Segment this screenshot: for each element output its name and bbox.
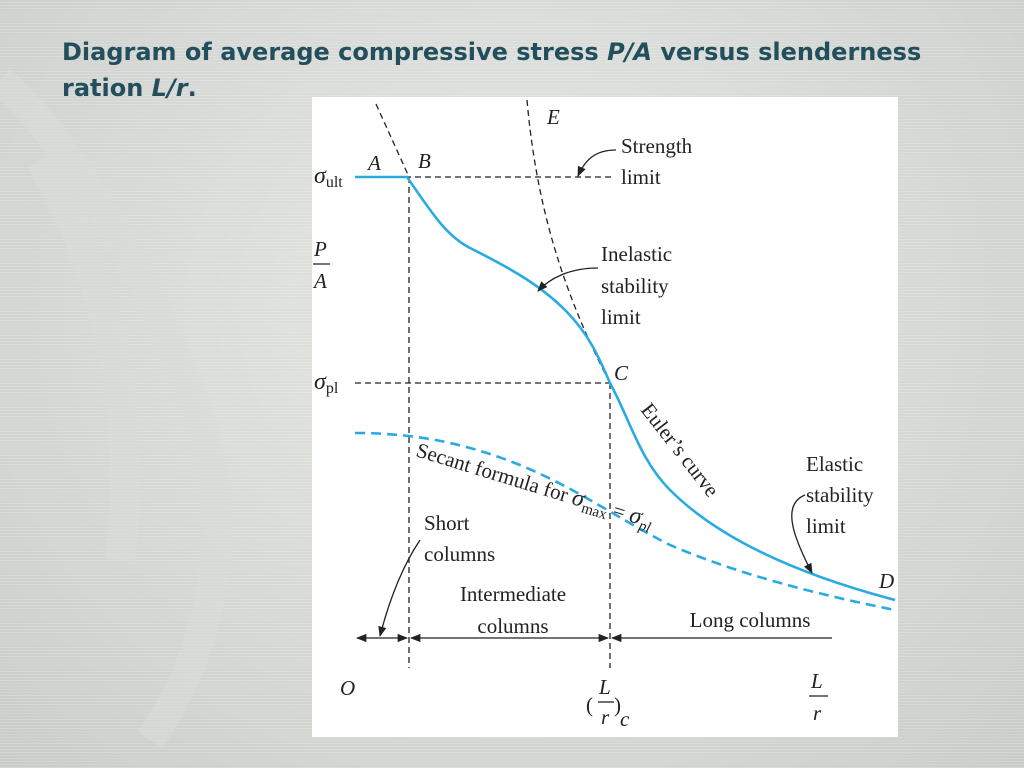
title-part: L/r [152,74,190,102]
point-label: B [418,149,431,173]
region-label: Long columns [690,608,811,632]
symbol: σ [314,163,327,189]
region-label: Short [424,511,470,535]
annotation: stability [806,483,874,507]
symbol: σ [314,369,327,395]
sigma-pl: σpl [314,369,339,397]
title-part: Diagram of average compressive stress [62,38,607,66]
subscript: max [579,500,609,523]
y-label-num: P [313,237,327,261]
origin: O [340,676,355,700]
sigma-ult: σult [314,163,343,191]
point-label: C [614,361,629,385]
region-label: columns [424,542,495,566]
annotation: stability [601,274,669,298]
decoration [0,68,231,749]
x-critical-den: r [601,705,610,729]
title-line: Diagram of average compressive stress P/… [62,38,921,66]
stability-curve [355,175,896,602]
title-line: ration L/r. [62,74,197,102]
annotation: Strength [621,134,693,158]
annotation-arrow [378,539,421,638]
subscript: pl [636,518,653,537]
title-part: P/A [607,38,652,66]
annotation-arrow [537,267,599,292]
secant-curve [354,431,896,612]
point-label: D [878,569,894,593]
title-part: ration [62,74,152,102]
annotation: Elastic [806,452,863,476]
region-label: Intermediate [460,582,566,606]
annotation: limit [806,514,846,538]
paren: ) [614,693,621,717]
subscript: pl [326,380,339,397]
subscript: c [620,707,630,731]
title-part: versus slenderness [652,38,921,66]
diagram-panel [312,97,898,737]
x-label-den: r [813,701,822,725]
paren: ( [586,693,593,717]
annotation: limit [601,305,641,329]
annotation-arrow [791,494,813,574]
euler-extension [375,103,410,178]
subscript: ult [326,174,343,191]
annotation: Inelastic [601,242,672,266]
annotation-arrow [577,149,617,177]
annotation: limit [621,165,661,189]
x-label-num: L [810,669,823,693]
point-label: A [366,151,381,175]
x-critical-num: L [598,675,611,699]
y-label-den: A [312,269,327,293]
point-label: E [546,105,560,129]
title-part: . [188,74,197,102]
region-label: columns [477,614,548,638]
